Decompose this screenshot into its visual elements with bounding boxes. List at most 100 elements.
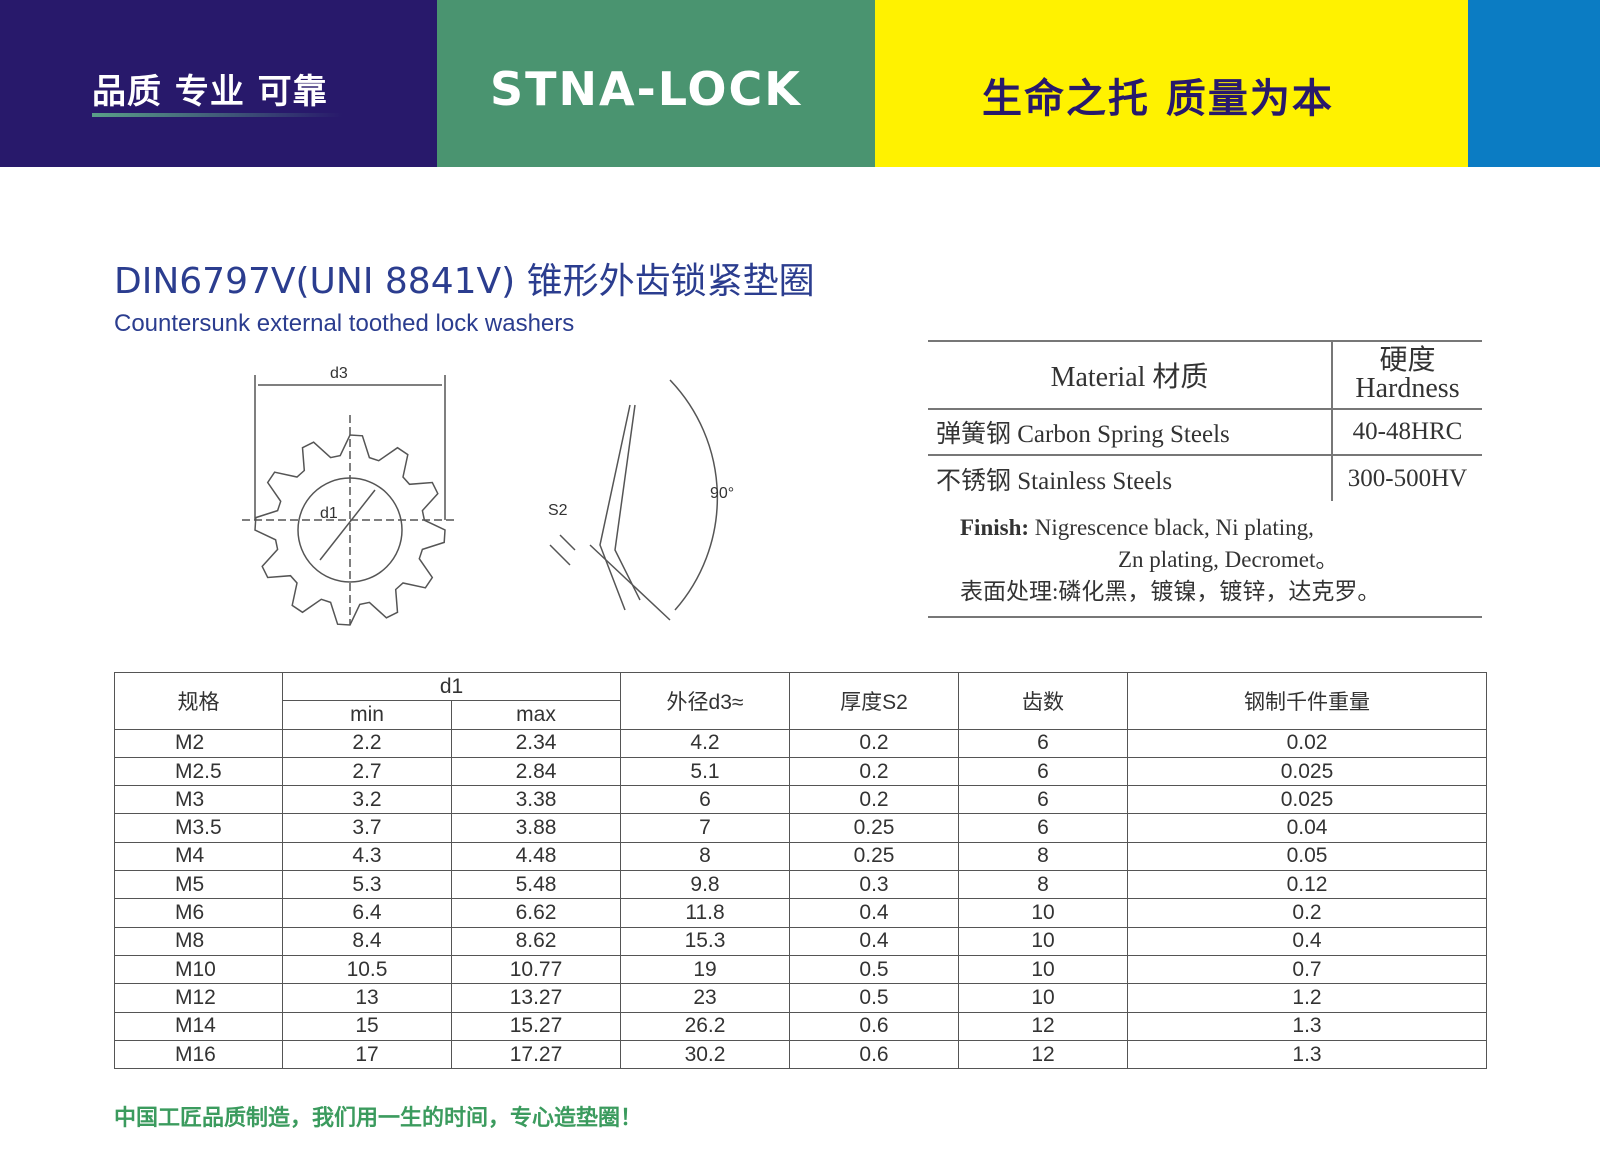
- table-cell: 10: [958, 954, 1128, 985]
- table-cell: M6: [114, 898, 283, 928]
- table-cell: M2: [114, 728, 283, 758]
- table-cell: 0.4: [789, 898, 959, 928]
- table-cell: M16: [114, 1039, 283, 1070]
- table-cell: 3.7: [282, 813, 452, 843]
- table-cell: M3: [114, 785, 283, 815]
- header-d1: d1: [282, 671, 621, 702]
- material-cell: 不锈钢 Stainless Steels: [928, 454, 1332, 501]
- table-cell: 0.6: [789, 1011, 959, 1041]
- table-row: M3 3.2 3.38 6 0.2 6 0.025: [114, 785, 1487, 815]
- table-cell: 1.3: [1127, 1011, 1487, 1041]
- table-cell: 0.5: [789, 983, 959, 1013]
- table-cell: 6: [620, 785, 790, 815]
- table-cell: 0.25: [789, 841, 959, 872]
- table-cell: 6: [958, 813, 1128, 843]
- table-cell: M5: [114, 870, 283, 900]
- header-d3: 外径d3≈: [620, 672, 790, 730]
- table-cell: 8: [958, 870, 1128, 900]
- table-cell: 6: [958, 756, 1128, 787]
- table-row: M14 15 15.27 26.2 0.6 12 1.3: [114, 1011, 1487, 1041]
- slogan-right: 生命之托 质量为本: [982, 76, 1334, 122]
- table-cell: 0.05: [1127, 841, 1487, 872]
- d3-label: d3: [330, 365, 348, 382]
- table-cell: 6.4: [282, 898, 452, 928]
- table-cell: 17: [282, 1039, 452, 1070]
- table-row: M2 2.2 2.34 4.2 0.2 6 0.02: [114, 728, 1487, 758]
- table-cell: 10: [958, 898, 1128, 928]
- table-cell: M2.5: [114, 756, 283, 787]
- table-cell: 10: [958, 983, 1128, 1013]
- material-header: Material 材质: [928, 340, 1332, 409]
- header-teeth: 齿数: [958, 672, 1128, 730]
- hardness-cell: 40-48HRC: [1331, 408, 1482, 455]
- brand-logo: STNA-LOCK: [490, 62, 802, 116]
- table-cell: 0.4: [1127, 926, 1487, 956]
- table-cell: 0.7: [1127, 954, 1487, 985]
- table-cell: 0.25: [789, 813, 959, 843]
- table-cell: 12: [958, 1011, 1128, 1041]
- table-cell: 15: [282, 1011, 452, 1041]
- table-cell: 5.48: [451, 870, 621, 900]
- table-cell: 1.2: [1127, 983, 1487, 1013]
- table-cell: 11.8: [620, 898, 790, 928]
- table-cell: 4.3: [282, 841, 452, 872]
- table-cell: 0.6: [789, 1039, 959, 1070]
- table-cell: 0.2: [789, 756, 959, 787]
- table-cell: 10: [958, 926, 1128, 956]
- table-cell: 0.04: [1127, 813, 1487, 843]
- table-cell: 26.2: [620, 1011, 790, 1041]
- material-table: Material 材质 硬度 Hardness 弹簧钢 Carbon Spring…: [928, 340, 1482, 501]
- header-weight: 钢制千件重量: [1127, 672, 1487, 730]
- table-cell: 2.2: [282, 728, 452, 758]
- table-cell: 8.62: [451, 926, 621, 956]
- table-cell: 8: [620, 841, 790, 872]
- table-cell: 12: [958, 1039, 1128, 1070]
- banner-accent: [1468, 0, 1600, 167]
- footer-slogan: 中国工匠品质制造，我们用一生的时间，专心造垫圈！: [114, 1106, 643, 1131]
- table-cell: 3.88: [451, 813, 621, 843]
- angle-arc: [669, 379, 719, 611]
- table-cell: M10: [114, 954, 283, 985]
- table-row: M4 4.3 4.48 8 0.25 8 0.05: [114, 841, 1487, 872]
- hardness-header: 硬度 Hardness: [1331, 340, 1482, 409]
- table-cell: 3.38: [451, 785, 621, 815]
- material-cell: 弹簧钢 Carbon Spring Steels: [928, 408, 1332, 455]
- banner-right: [875, 0, 1468, 167]
- table-cell: 0.5: [789, 954, 959, 985]
- table-cell: 5.1: [620, 756, 790, 787]
- table-cell: 13.27: [451, 983, 621, 1013]
- table-cell: 15.27: [451, 1011, 621, 1041]
- table-cell: 0.12: [1127, 870, 1487, 900]
- table-row: M5 5.3 5.48 9.8 0.3 8 0.12: [114, 870, 1487, 900]
- slogan-left: 品质 专业 可靠: [92, 72, 328, 112]
- table-cell: 6.62: [451, 898, 621, 928]
- header-s2: 厚度S2: [789, 672, 959, 730]
- table-cell: 23: [620, 983, 790, 1013]
- table-cell: 13: [282, 983, 452, 1013]
- header-min: min: [282, 700, 452, 730]
- table-cell: M8: [114, 926, 283, 956]
- table-cell: 8.4: [282, 926, 452, 956]
- spec-table: 规格 d1 外径d3≈ 厚度S2 齿数 钢制千件重量 min max M2 2.2 2…: [114, 671, 1487, 1070]
- table-cell: M3.5: [114, 813, 283, 843]
- table-row: M2.5 2.7 2.84 5.1 0.2 6 0.025: [114, 756, 1487, 787]
- table-cell: 0.025: [1127, 756, 1487, 787]
- table-cell: 0.4: [789, 926, 959, 956]
- table-cell: 19: [620, 954, 790, 985]
- table-cell: 2.34: [451, 728, 621, 758]
- table-cell: 7: [620, 813, 790, 843]
- table-row: M8 8.4 8.62 15.3 0.4 10 0.4: [114, 926, 1487, 956]
- page-title: DIN6797V(UNI 8841V) 锥形外齿锁紧垫圈: [114, 261, 815, 302]
- finish-note: Finish: Nigrescence black, Ni plating, Z…: [928, 512, 1482, 618]
- table-cell: 9.8: [620, 870, 790, 900]
- table-cell: 0.3: [789, 870, 959, 900]
- side-profile: [599, 404, 631, 611]
- table-cell: 1.3: [1127, 1039, 1487, 1070]
- table-cell: 6: [958, 785, 1128, 815]
- table-cell: 5.3: [282, 870, 452, 900]
- table-cell: 8: [958, 841, 1128, 872]
- table-cell: 0.2: [789, 785, 959, 815]
- s2-label: S2: [548, 502, 568, 519]
- slogan-underline: [92, 113, 342, 117]
- table-cell: 10.77: [451, 954, 621, 985]
